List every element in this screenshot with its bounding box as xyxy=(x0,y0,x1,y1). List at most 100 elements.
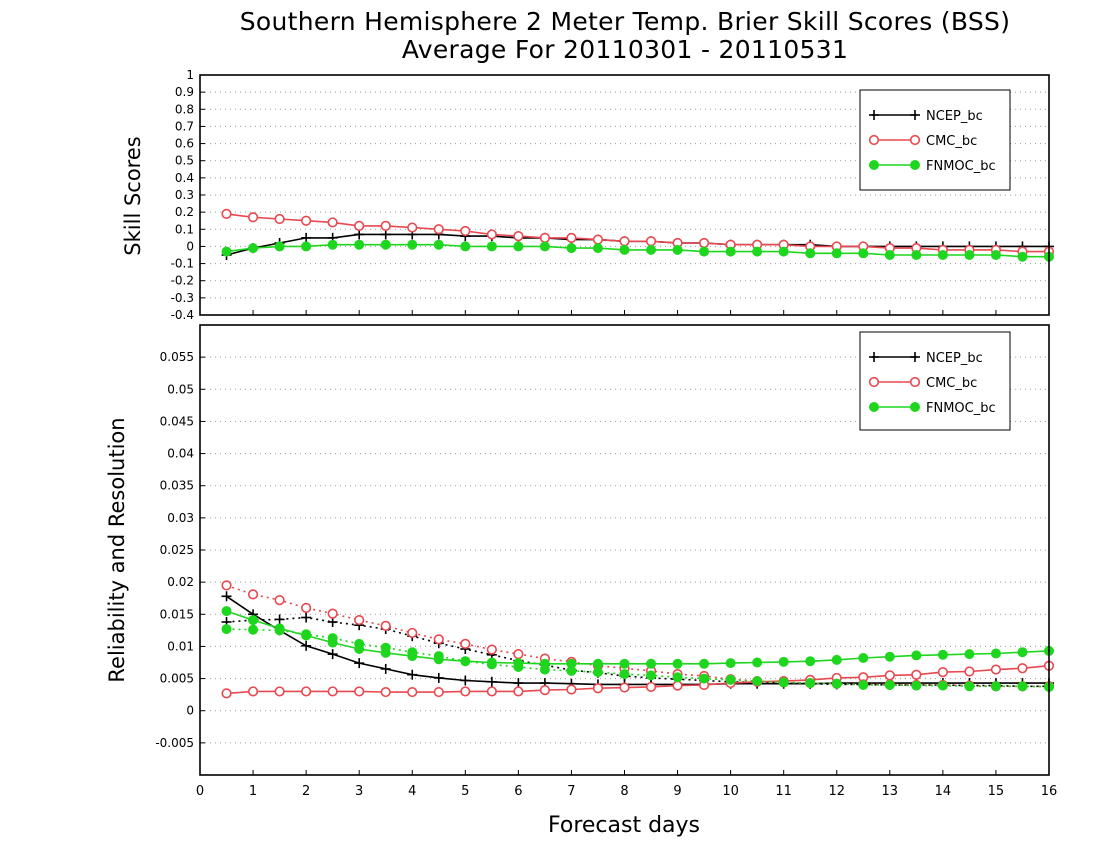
bottom-ytick-label-7: 0.03 xyxy=(167,511,194,525)
bottom-series-CMC_bc-dotted-point-4 xyxy=(327,608,338,619)
top-legend-marker-left-2 xyxy=(869,160,879,170)
bottom-ytick-label-6: 0.025 xyxy=(160,543,194,557)
bottom-series-FNMOC_bc-solid-point-15 xyxy=(619,658,630,669)
bottom-series-FNMOC_bc-solid-point-29 xyxy=(990,648,1001,659)
top-series-CMC_bc-solid-point-18 xyxy=(698,237,710,249)
bottom-series-FNMOC_bc-dotted-point-13 xyxy=(566,665,577,676)
xtick-label-7: 7 xyxy=(567,784,575,799)
top-ytick-label-12: 0.8 xyxy=(175,102,194,116)
xtick-label-8: 8 xyxy=(620,784,628,799)
bottom-series-CMC_bc-dotted-point-11 xyxy=(513,649,524,660)
bottom-series-FNMOC_bc-dotted-point-2 xyxy=(274,625,285,636)
top-plot-frame xyxy=(199,74,1050,316)
top-ytick-label-11: 0.7 xyxy=(175,119,194,133)
top-series-FNMOC_bc-solid-point-9 xyxy=(460,241,471,252)
bottom-series-FNMOC_bc-solid-point-22 xyxy=(805,656,816,667)
top-series-FNMOC_bc-solid-point-19 xyxy=(725,246,736,257)
bottom-series-CMC_bc-solid-point-4 xyxy=(327,686,338,697)
top-series-FNMOC_bc-solid-point-20 xyxy=(752,246,763,257)
xtick-label-15: 15 xyxy=(988,784,1005,799)
top-series-FNMOC_bc-solid-point-16 xyxy=(646,244,657,255)
bottom-series-FNMOC_bc-dotted-point-9 xyxy=(460,656,471,667)
top-series-CMC_bc-solid-point-8 xyxy=(433,224,444,235)
bottom-legend-label-1: CMC_bc xyxy=(926,376,977,391)
bottom-series-CMC_bc-dotted-point-10 xyxy=(486,644,497,655)
xtick-label-13: 13 xyxy=(882,784,899,799)
bottom-series-CMC_bc-solid-point-5 xyxy=(354,686,365,697)
top-series-FNMOC_bc-solid-point-14 xyxy=(592,243,603,254)
top-series-CMC_bc-solid-point-1 xyxy=(247,212,259,223)
bottom-panel-ylabel: Reliability and Resolution xyxy=(105,417,129,682)
top-legend-label-2: FNMOC_bc xyxy=(926,159,996,174)
top-series-FNMOC_bc-solid-point-3 xyxy=(301,241,312,252)
xtick-label-9: 9 xyxy=(673,784,681,799)
xtick-label-4: 4 xyxy=(408,784,416,799)
bottom-series-FNMOC_bc-solid-point-30 xyxy=(1017,647,1028,658)
bottom-series-CMC_bc-solid-point-28 xyxy=(964,666,975,677)
bottom-series-FNMOC_bc-solid-point-26 xyxy=(911,650,922,661)
bottom-series-CMC_bc-dotted-point-0 xyxy=(221,580,232,591)
top-ytick-label-1: -0.3 xyxy=(171,291,194,305)
top-series-FNMOC_bc-solid-point-7 xyxy=(407,239,418,250)
bottom-series-CMC_bc-solid-point-16 xyxy=(645,681,657,693)
bottom-series-FNMOC_bc-dotted-point-27 xyxy=(937,680,948,691)
xtick-label-10: 10 xyxy=(722,784,739,799)
top-series-FNMOC_bc-solid-point-6 xyxy=(380,239,391,250)
top-series-FNMOC_bc-solid-point-12 xyxy=(539,241,550,252)
bottom-series-FNMOC_bc-dotted-point-6 xyxy=(380,642,391,653)
top-ytick-label-7: 0.3 xyxy=(175,188,194,202)
top-ytick-label-2: -0.2 xyxy=(171,274,194,288)
xtick-label-11: 11 xyxy=(775,784,792,799)
bottom-series-CMC_bc-solid-point-6 xyxy=(380,686,391,698)
bottom-series-FNMOC_bc-dotted-point-4 xyxy=(327,633,338,644)
bottom-series-CMC_bc-dotted-point-6 xyxy=(380,620,391,631)
bottom-series-CMC_bc-dotted-point-8 xyxy=(433,634,444,645)
bottom-ytick-label-11: 0.05 xyxy=(167,382,194,396)
top-series-CMC_bc-solid-point-2 xyxy=(274,213,285,225)
xtick-label-3: 3 xyxy=(355,784,363,799)
bottom-series-CMC_bc-solid-point-7 xyxy=(407,686,418,698)
bottom-series-FNMOC_bc-solid-point-20 xyxy=(752,657,763,668)
bottom-series-FNMOC_bc-solid-point-18 xyxy=(699,658,710,669)
top-series-FNMOC_bc-solid-point-26 xyxy=(911,250,922,260)
bottom-series-FNMOC_bc-dotted-point-0 xyxy=(221,624,232,635)
bottom-series-FNMOC_bc-dotted-point-18 xyxy=(699,673,710,684)
bottom-series-CMC_bc-solid-point-29 xyxy=(990,664,1002,675)
bottom-ytick-label-12: 0.055 xyxy=(160,350,194,364)
top-ytick-label-9: 0.5 xyxy=(175,154,194,168)
bottom-legend-label-2: FNMOC_bc xyxy=(926,401,996,416)
bottom-series-CMC_bc-solid-point-13 xyxy=(566,684,577,695)
bottom-series-CMC_bc-solid-point-17 xyxy=(672,680,683,691)
xtick-label-2: 2 xyxy=(302,784,310,799)
bottom-ytick-label-0: -0.005 xyxy=(155,736,194,750)
top-legend-label-0: NCEP_bc xyxy=(926,109,983,124)
x-axis-label: Forecast days xyxy=(548,813,700,838)
top-ytick-label-10: 0.6 xyxy=(175,137,194,151)
top-ytick-label-8: 0.4 xyxy=(175,171,194,185)
top-series-FNMOC_bc-solid-point-28 xyxy=(964,250,975,260)
top-series-CMC_bc-solid-point-12 xyxy=(539,232,551,243)
top-series-CMC_bc-solid-point-5 xyxy=(354,220,365,231)
top-series-CMC_bc-solid-point-13 xyxy=(566,232,577,243)
bottom-series-FNMOC_bc-dotted-point-7 xyxy=(407,647,418,658)
top-series-FNMOC_bc-solid-point-29 xyxy=(990,250,1001,260)
bottom-legend-marker-left-1 xyxy=(868,376,880,388)
chart-title-line2: Average For 20110301 - 20110531 xyxy=(402,35,848,64)
top-series-FNMOC_bc-solid-point-1 xyxy=(248,243,259,254)
bottom-series-FNMOC_bc-dotted-point-22 xyxy=(805,678,816,689)
top-legend-label-1: CMC_bc xyxy=(926,134,977,149)
top-series-FNMOC_bc-solid-point-18 xyxy=(699,246,710,257)
top-series-FNMOC_bc-solid-point-13 xyxy=(566,243,577,254)
bottom-series-FNMOC_bc-dotted-point-23 xyxy=(831,678,842,689)
xtick-label-14: 14 xyxy=(935,784,952,799)
bottom-series-FNMOC_bc-dotted-point-28 xyxy=(964,681,975,692)
top-series-FNMOC_bc-solid-point-21 xyxy=(778,246,789,257)
bottom-ytick-label-5: 0.02 xyxy=(167,575,194,589)
top-ytick-label-0: -0.4 xyxy=(171,308,194,322)
top-series-CMC_bc-solid-point-4 xyxy=(327,217,338,228)
xtick-label-5: 5 xyxy=(461,784,469,799)
top-series-CMC_bc-solid-point-3 xyxy=(301,215,312,226)
bottom-series-FNMOC_bc-dotted-point-12 xyxy=(539,664,550,675)
top-series-FNMOC_bc-solid-point-5 xyxy=(354,239,365,250)
bottom-series-CMC_bc-dotted-point-3 xyxy=(301,602,312,613)
